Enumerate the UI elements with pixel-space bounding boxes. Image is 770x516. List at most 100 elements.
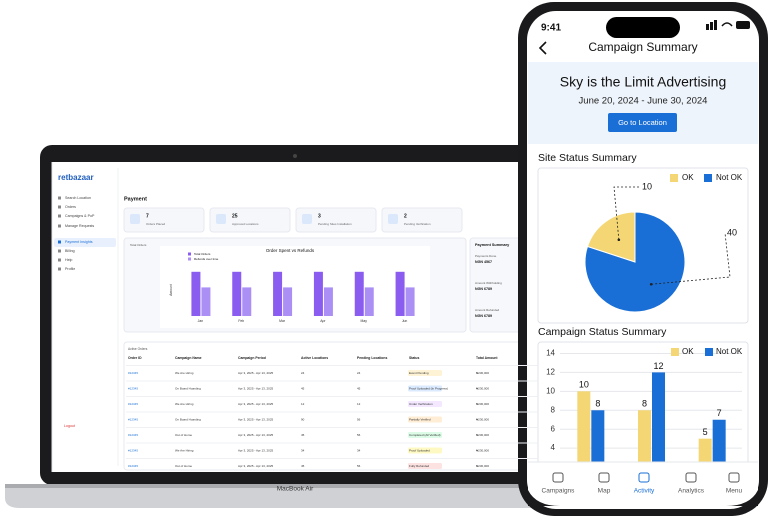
summary-value: NGN 6789 [475,287,492,291]
legend-label: Not OK [716,173,743,182]
sidebar-item[interactable]: Help [65,258,72,262]
table-cell: Apr 3, 2025 - Apr 13, 2025 [238,433,274,437]
sidebar-icon [58,224,61,228]
pie-slice [584,211,686,313]
value-label: 8 [642,399,647,409]
tab-icon[interactable] [598,472,610,483]
sidebar-active [54,238,116,247]
table-cell: Apr 3, 2025 - Apr 13, 2025 [238,448,274,452]
value-label: 40 [727,227,737,237]
table-cell: #12345 [128,371,138,375]
sidebar-item[interactable]: Orders [65,205,76,209]
tab-icon[interactable] [685,472,697,483]
leader-line [613,186,640,240]
tab-icon[interactable] [728,472,740,483]
legend-swatch [188,257,191,261]
y-tick-label: 4 [551,443,556,452]
tab-icon[interactable] [552,472,564,483]
stat-icon [216,214,226,224]
x-tick-label: Mar [279,319,286,323]
table-cell: 45 [301,464,305,468]
table-cell: Event Pending [409,371,429,375]
summary-value: NGN 4567 [475,260,492,264]
table-cell: ₦230,000 [476,371,489,375]
sidebar-icon [58,249,61,253]
table-cell: 56 [357,417,361,421]
sidebar-item[interactable]: Manage Requests [65,224,94,228]
tab-label[interactable]: Activity [634,488,655,495]
logo: retbazaar [58,173,94,182]
x-tick-label: Feb [238,319,244,323]
table-cell: Completed (All Verified) [409,433,441,437]
page-title: Payment [124,196,147,202]
table-cell: Out of Home [175,433,192,437]
sidebar-item[interactable]: Billing [65,249,75,253]
chart-title: Campaign Status Summary [538,326,667,338]
table-cell: #12345 [128,417,138,421]
table-cell: #12345 [128,433,138,437]
table-cell: Partially Verified [409,417,431,421]
tab-label[interactable]: Campaigns [542,488,576,495]
bar [191,271,201,316]
table-header: Campaign Name [175,356,202,360]
summary-value: NGN 6789 [475,314,492,318]
go-button[interactable] [608,113,677,132]
sidebar-icon [58,267,61,271]
value-label: 7 [717,408,722,418]
table-header: Active Locations [301,356,328,360]
sidebar-item[interactable]: Payment Insights [65,240,93,244]
bar [405,287,415,316]
sidebar-item[interactable]: Search Location [65,196,91,200]
tab-icon[interactable] [638,472,650,483]
table-cell: Apr 3, 2025 - Apr 13, 2025 [238,417,274,421]
stat-label: Orders Placed [146,222,166,226]
sidebar-icon [58,196,61,200]
pie-slice [586,211,636,263]
table-cell: 56 [357,433,361,437]
table-header: Pending Locations [357,356,387,360]
logout[interactable]: Logout [64,424,75,428]
table-cell: Under Verification [409,402,433,406]
bar [323,287,333,316]
go-button-label[interactable]: Go to Location [618,118,667,127]
sidebar-item[interactable]: Campaigns & PoP [65,214,95,218]
summary-label: Amount Refunded [475,308,500,312]
value-label: 8 [595,399,600,409]
table-cell: ₦230,000 [476,448,489,452]
table-cell: Proof Uploaded [409,448,430,452]
y-tick-label: 14 [546,349,555,358]
x-tick-label: May [361,319,368,323]
legend-label: Refunds over time [194,257,219,261]
status-badge [408,432,442,438]
table-cell: ₦230,000 [476,402,489,406]
campaign-name: Sky is the Limit Advertising [560,74,727,90]
bar [395,271,405,316]
legend-swatch [188,252,191,256]
status-badge [408,385,442,392]
legend-label: Total Orders [194,252,211,256]
tab-label[interactable]: Menu [726,488,743,495]
bar [242,287,252,316]
stat-card [209,207,291,233]
status-time: 9:41 [541,23,561,34]
bar [283,287,293,316]
value-label: 10 [642,181,652,191]
table-cell: #12345 [128,386,138,390]
x-tick-label: Jan [198,319,204,323]
table-header: Status [409,356,419,360]
table-cell: #12345 [128,448,138,452]
tab-label[interactable]: Analytics [678,488,705,495]
bar [232,271,242,316]
stat-value: 7 [146,213,149,219]
tab-label[interactable]: Map [598,488,611,495]
sidebar-icon [58,258,61,262]
back-icon[interactable] [538,41,547,55]
table-cell: ₦230,000 [476,386,489,390]
table-cell: 90 [301,417,305,421]
sidebar-item[interactable]: Profile [65,267,75,271]
sidebar-icon [58,214,61,218]
table-cell: ₦230,000 [476,417,489,421]
summary-title: Payment Summary [475,243,510,247]
legend-swatch [671,348,679,356]
